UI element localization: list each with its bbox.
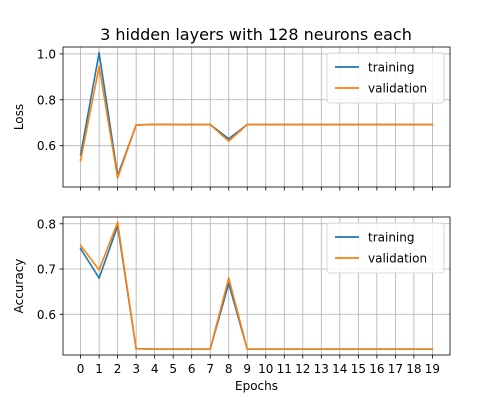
legend-label-validation: validation <box>368 82 427 96</box>
data-point-validation <box>79 159 82 162</box>
data-point-validation <box>116 221 119 224</box>
data-point-validation <box>431 348 434 351</box>
data-point-validation <box>283 348 286 351</box>
data-point-validation <box>246 348 249 351</box>
x-tick-label: 1 <box>95 362 103 376</box>
data-point-validation <box>135 124 138 126</box>
x-tick-label: 14 <box>332 362 347 376</box>
data-point-validation <box>79 244 82 247</box>
x-tick-label: 11 <box>277 362 292 376</box>
y-axis-label: Accuracy <box>12 259 26 314</box>
data-point-validation <box>394 123 397 126</box>
x-tick-label: 0 <box>77 362 85 376</box>
data-point-validation <box>209 123 212 126</box>
data-point-training <box>227 282 230 285</box>
y-tick-label: 0.6 <box>37 139 56 153</box>
data-point-validation <box>227 277 230 279</box>
x-tick-label: 15 <box>351 362 366 376</box>
y-tick-label: 0.6 <box>37 308 56 322</box>
data-point-validation <box>412 348 415 351</box>
data-point-training <box>98 277 101 279</box>
data-point-validation <box>301 348 304 351</box>
accuracy-panel: 0 1 2 3 4 5 6 7 8 9 10 11 12 13 14 15 16 17 18 190.60.70.8A… <box>12 216 451 393</box>
data-point-validation <box>98 269 101 271</box>
data-point-validation <box>116 176 119 179</box>
data-point-validation <box>135 347 138 350</box>
legend-label-training: training <box>368 61 415 75</box>
legend-label-validation: validation <box>368 252 427 266</box>
data-point-validation <box>172 123 175 126</box>
x-tick-label: 4 <box>151 362 159 376</box>
legend-box <box>326 52 445 104</box>
legend-label-training: training <box>368 231 415 245</box>
series-line-validation <box>79 221 433 350</box>
data-point-validation <box>172 348 175 351</box>
data-point-validation <box>338 123 341 126</box>
data-point-validation <box>264 348 267 351</box>
x-tick-label: 3 <box>132 362 140 376</box>
y-tick-label: 1.0 <box>37 47 56 61</box>
data-point-validation <box>283 123 286 126</box>
data-point-validation <box>375 123 378 126</box>
data-point-validation <box>412 123 415 126</box>
data-point-training <box>227 137 230 140</box>
data-point-validation <box>190 348 193 351</box>
y-tick-label: 0.7 <box>37 263 56 277</box>
data-point-validation <box>338 348 341 351</box>
x-tick-label: 12 <box>295 362 310 376</box>
series-line-validation <box>79 65 433 179</box>
x-tick-label: 7 <box>206 362 214 376</box>
loss-panel: 0.6 0.8 1.0 Loss training validation <box>12 46 451 191</box>
data-point-validation <box>153 348 156 351</box>
data-point-validation <box>301 123 304 126</box>
data-point-validation <box>394 348 397 351</box>
x-tick-label: 6 <box>188 362 196 376</box>
x-tick-label: 13 <box>314 362 329 376</box>
legend-box <box>326 222 445 274</box>
data-point-validation <box>357 123 360 126</box>
data-point-validation <box>320 348 323 351</box>
data-point-validation <box>320 123 323 126</box>
data-point-validation <box>98 65 101 68</box>
data-point-validation <box>431 123 434 126</box>
data-point-validation <box>190 123 193 126</box>
axes-frame <box>62 46 451 188</box>
x-tick-label: 9 <box>243 362 251 376</box>
y-tick-label: 0.8 <box>37 93 56 107</box>
data-point-validation <box>264 123 267 126</box>
chart-title: 3 hidden layers with 128 neurons each <box>100 25 412 44</box>
x-axis-label: Epochs <box>235 379 278 393</box>
x-tick-label: 8 <box>225 362 233 376</box>
x-tick-label: 19 <box>425 362 440 376</box>
data-point-validation <box>227 140 230 142</box>
data-point-validation <box>153 123 156 126</box>
data-point-training <box>79 247 82 250</box>
y-axis-label: Loss <box>12 104 26 130</box>
x-tick-label: 2 <box>114 362 122 376</box>
x-tick-label: 10 <box>258 362 273 376</box>
data-point-validation <box>209 348 212 351</box>
y-tick-label: 0.8 <box>37 217 56 231</box>
data-point-validation <box>375 348 378 351</box>
x-tick-label: 17 <box>388 362 403 376</box>
axes-frame <box>62 216 451 356</box>
x-tick-label: 18 <box>406 362 421 376</box>
data-point-training <box>98 51 101 54</box>
data-point-validation <box>246 123 249 126</box>
x-tick-label: 5 <box>169 362 177 376</box>
data-point-validation <box>357 348 360 351</box>
x-tick-label: 16 <box>369 362 384 376</box>
